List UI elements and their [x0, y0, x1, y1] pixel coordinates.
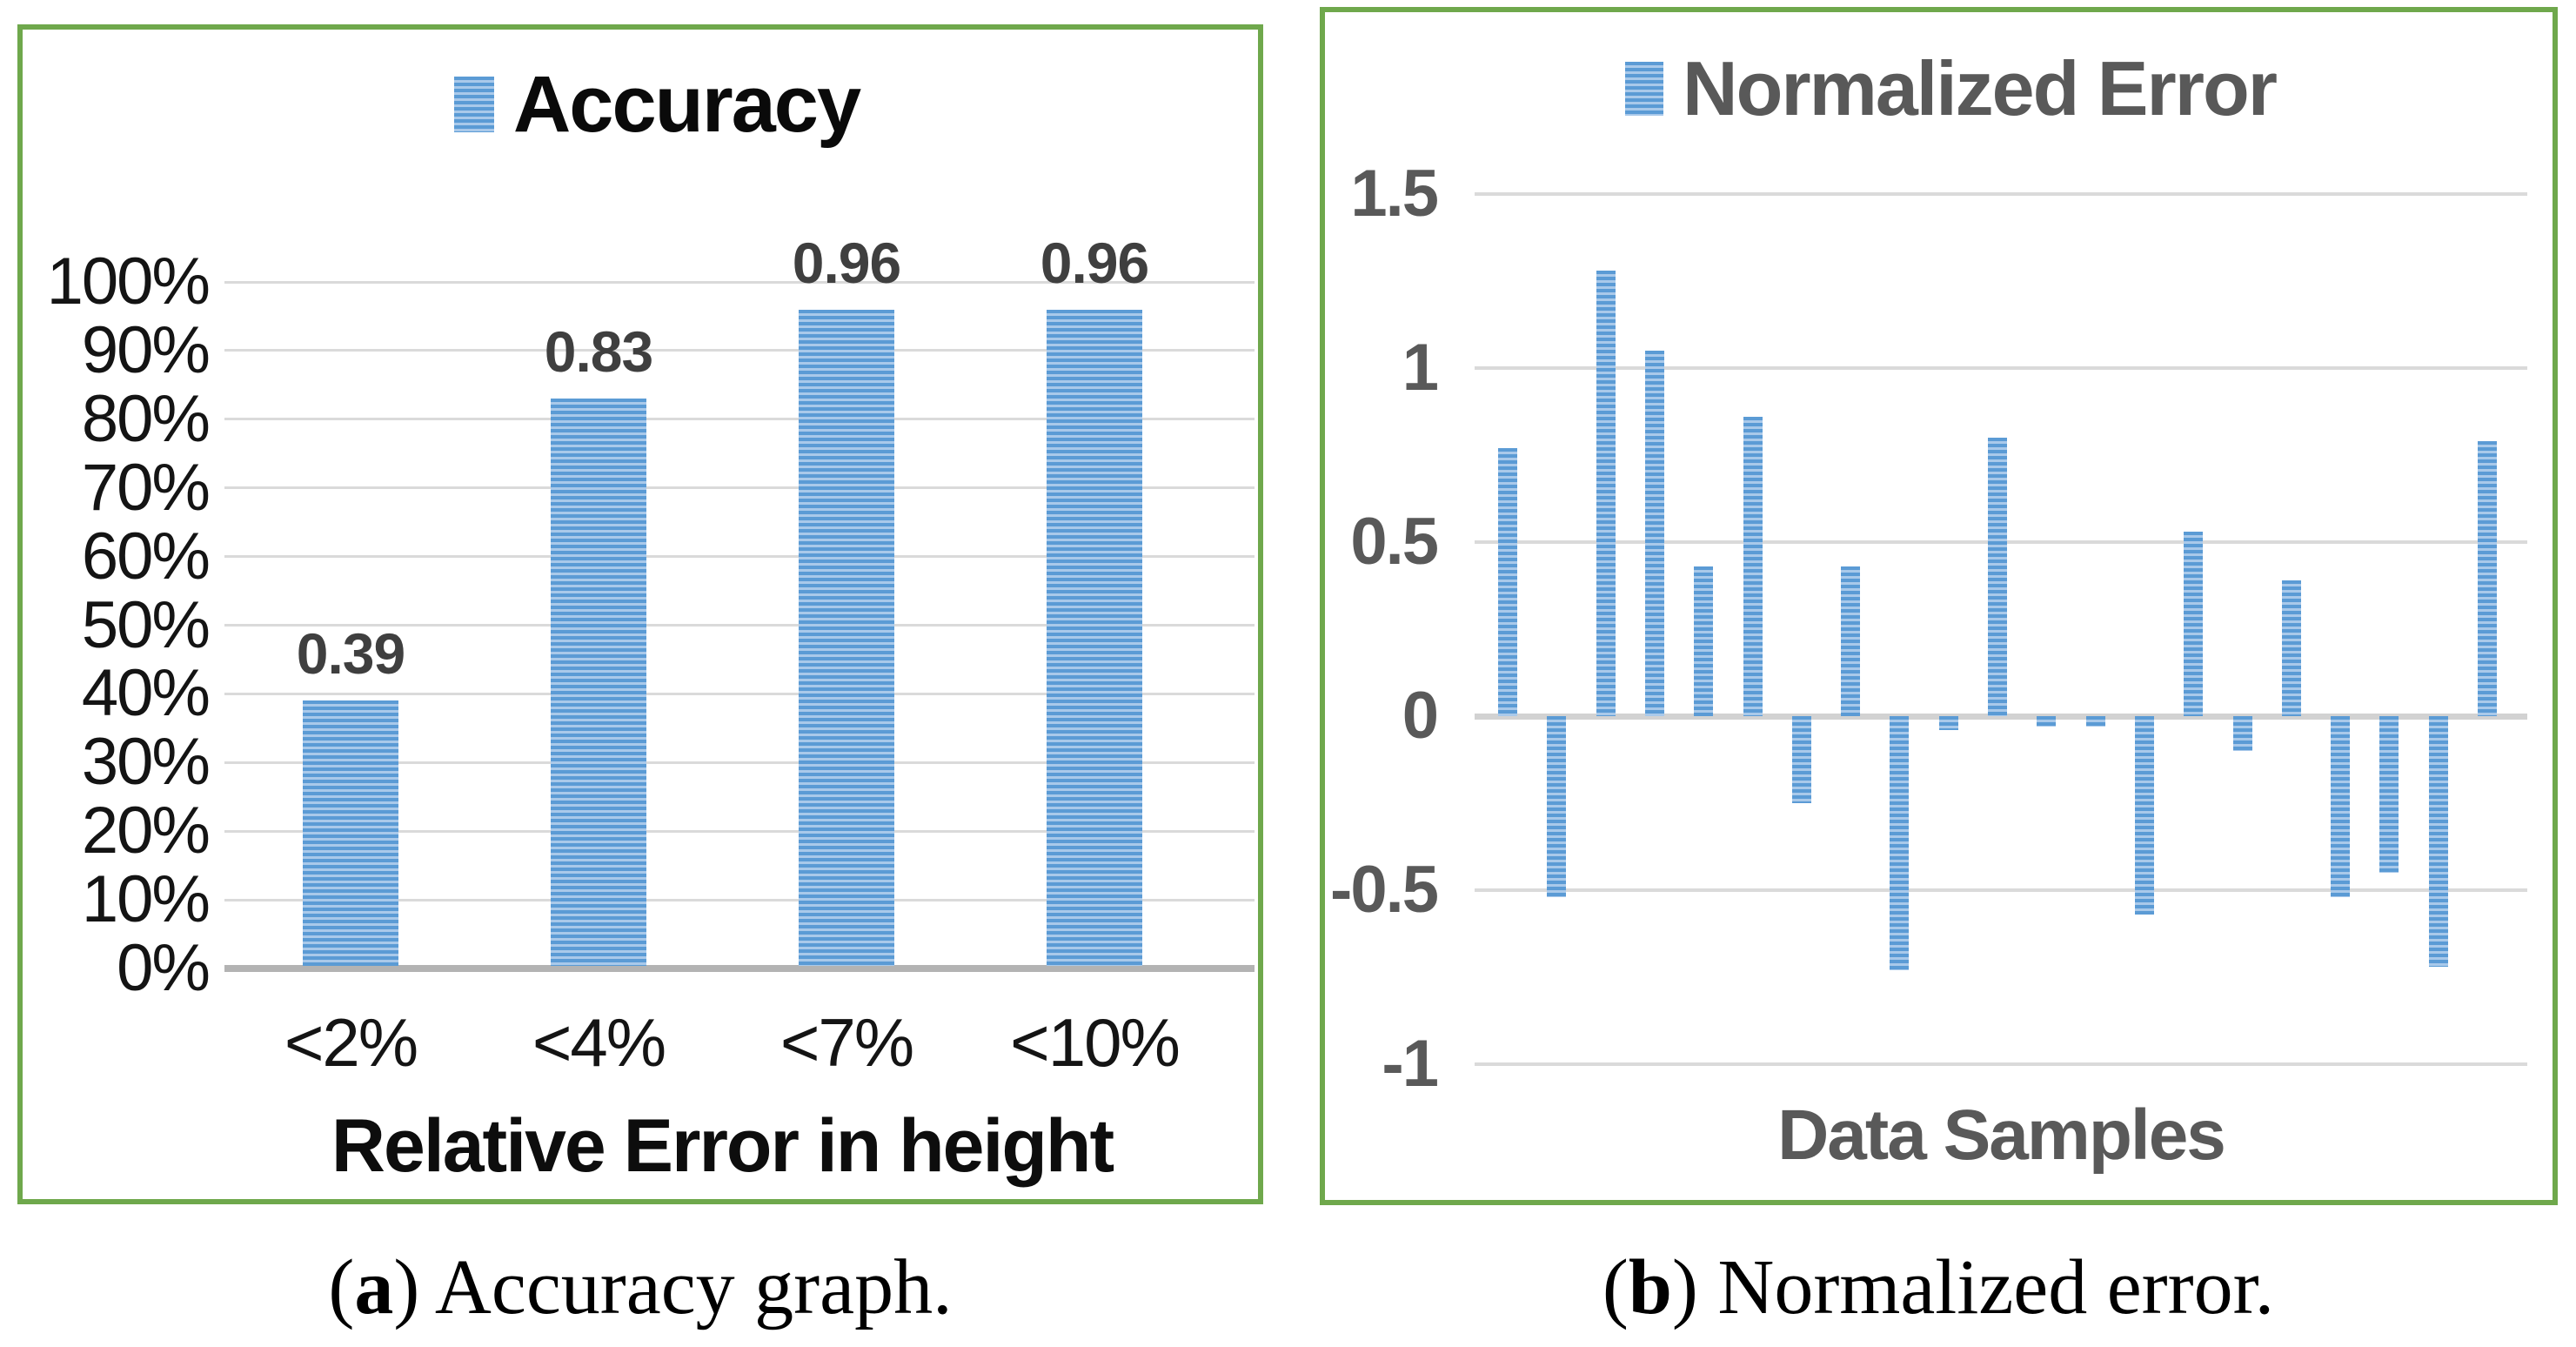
bar	[2232, 716, 2252, 751]
gridline	[224, 486, 1255, 490]
gridline	[224, 555, 1255, 559]
caption-b: (b) Normalized error.	[1416, 1243, 2460, 1332]
gridline	[224, 761, 1255, 764]
gridline	[224, 692, 1255, 695]
y-tick-label: 1.5	[1350, 157, 1439, 231]
bar	[1791, 716, 1811, 803]
bar	[2379, 716, 2399, 873]
x-category-label: <7%	[779, 1004, 914, 1081]
gridline	[224, 898, 1255, 901]
bar	[1498, 448, 1517, 716]
bar	[1938, 716, 1958, 730]
caption-a: (a) Accuracy graph.	[118, 1243, 1162, 1332]
y-tick-label: 0.5	[1350, 505, 1439, 579]
gridline	[1475, 888, 2527, 892]
bar	[799, 309, 894, 966]
x-axis-baseline	[224, 965, 1255, 972]
y-tick-label: 40%	[81, 656, 211, 731]
gridline	[1475, 192, 2527, 196]
normalized-error-x-axis-title: Data Samples	[1777, 1096, 2226, 1175]
gridline	[224, 418, 1255, 421]
bar	[1644, 351, 1664, 716]
bar	[2478, 441, 2497, 716]
normalized-error-legend: Normalized Error	[1424, 44, 2477, 134]
bar	[2184, 532, 2204, 716]
gridline	[224, 349, 1255, 352]
caption-a-text: ) Accuracy graph.	[393, 1244, 953, 1330]
gridline	[1475, 366, 2527, 370]
bar	[2331, 716, 2351, 897]
bar	[551, 399, 646, 966]
x-category-label: <2%	[284, 1004, 418, 1081]
bar	[1694, 566, 1714, 716]
y-tick-label: -0.5	[1330, 853, 1439, 927]
y-tick-label: 10%	[81, 862, 211, 937]
bar	[2134, 716, 2154, 915]
y-tick-label: 60%	[81, 519, 211, 593]
bar	[2281, 580, 2301, 716]
bar	[1547, 716, 1567, 897]
caption-b-letter: b	[1628, 1244, 1672, 1330]
accuracy-legend-swatch-icon	[453, 77, 494, 132]
bar-value-label: 0.96	[792, 230, 901, 295]
normalized-error-legend-label: Normalized Error	[1683, 45, 2278, 131]
bar	[2085, 716, 2105, 727]
bar	[303, 700, 398, 966]
bar	[2037, 716, 2057, 727]
y-tick-label: 30%	[81, 725, 211, 800]
caption-a-letter: a	[354, 1244, 394, 1330]
normalized-error-chart-panel	[1320, 7, 2558, 1205]
x-category-label: <10%	[1010, 1004, 1181, 1081]
y-tick-label: 90%	[81, 312, 211, 387]
accuracy-x-axis-title: Relative Error in height	[331, 1104, 1114, 1188]
y-tick-label: 0%	[117, 931, 211, 1005]
bar	[1047, 309, 1142, 966]
bar	[1596, 271, 1616, 716]
accuracy-legend: Accuracy	[142, 59, 1172, 150]
y-tick-label: 70%	[81, 450, 211, 525]
caption-b-paren: (	[1602, 1244, 1629, 1330]
y-tick-label: 1	[1402, 331, 1439, 405]
caption-b-text: ) Normalized error.	[1671, 1244, 2275, 1330]
zero-line	[1475, 713, 2527, 720]
gridline	[224, 624, 1255, 627]
gridline	[224, 829, 1255, 833]
y-tick-label: 80%	[81, 381, 211, 456]
bar	[2428, 716, 2448, 967]
y-tick-label: 20%	[81, 794, 211, 868]
bar	[1890, 716, 1910, 970]
y-tick-label: -1	[1382, 1027, 1439, 1101]
bar	[1841, 566, 1861, 716]
y-tick-label: 50%	[81, 587, 211, 662]
caption-a-paren: (	[328, 1244, 355, 1330]
bar-value-label: 0.96	[1040, 230, 1149, 295]
bar-value-label: 0.39	[296, 621, 405, 687]
gridline	[224, 280, 1255, 284]
y-tick-label: 100%	[46, 245, 211, 318]
gridline	[1475, 1062, 2527, 1066]
accuracy-legend-label: Accuracy	[512, 59, 861, 149]
bar	[1988, 438, 2007, 716]
y-tick-label: 0	[1402, 679, 1439, 753]
x-category-label: <4%	[532, 1004, 666, 1081]
bar-value-label: 0.83	[544, 319, 653, 385]
bar	[1743, 417, 1763, 716]
normalized-error-legend-swatch-icon	[1625, 62, 1664, 116]
